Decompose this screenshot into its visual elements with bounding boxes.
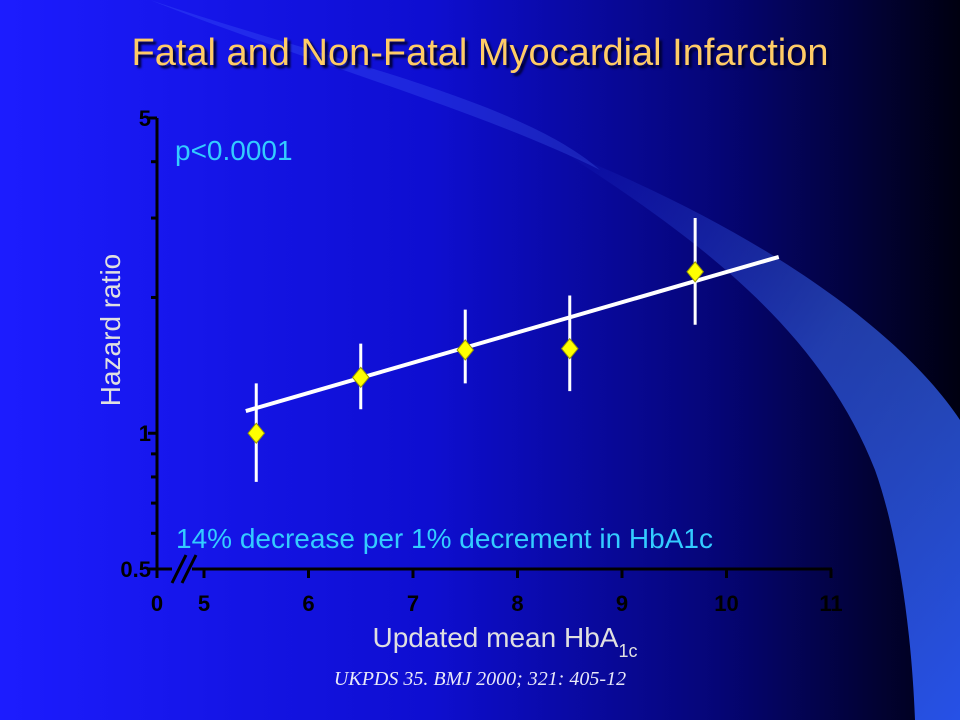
data-point — [560, 337, 579, 360]
decrease-annotation: 14% decrease per 1% decrement in HbA1c — [176, 523, 713, 554]
y-tick-label: 0.5 — [120, 557, 151, 582]
chart-marks — [245, 218, 780, 482]
slide-title: Fatal and Non-Fatal Myocardial Infarctio… — [131, 32, 829, 74]
data-point — [686, 261, 704, 283]
citation: UKPDS 35. BMJ 2000; 321: 405-12 — [333, 668, 627, 690]
x-axis-label-subscript: 1c — [618, 641, 637, 661]
y-tick-label: 1 — [139, 421, 151, 446]
y-tick-label: 5 — [139, 106, 151, 131]
x-tick-label: 6 — [302, 591, 314, 616]
x-tick-label: 8 — [511, 591, 523, 616]
trend-line — [245, 255, 780, 413]
p-value-annotation: p<0.0001 — [175, 135, 293, 166]
x-tick-label: 7 — [407, 591, 419, 616]
chart-labels: 5 1 0.50 5 6 7 8 9 10 11 p<0.0001 14% decrease per … — [95, 106, 843, 661]
x-tick-label: 5 — [198, 591, 210, 616]
y-axis-label: Hazard ratio — [95, 254, 126, 407]
data-point — [456, 339, 475, 361]
x-axis-label: Updated mean HbA1c — [373, 622, 638, 661]
x-axis-break-mark — [170, 554, 188, 584]
chart-axes — [148, 116, 833, 584]
x-tick-label: 11 — [819, 591, 842, 616]
x-tick-label: 9 — [616, 591, 628, 616]
x-tick-label: 0 — [151, 591, 163, 616]
x-tick-label: 10 — [714, 591, 738, 616]
data-point — [247, 422, 266, 445]
x-axis-label-main: Updated mean HbA — [373, 622, 619, 653]
data-point — [351, 366, 370, 389]
x-axis-break-mark — [180, 554, 198, 584]
